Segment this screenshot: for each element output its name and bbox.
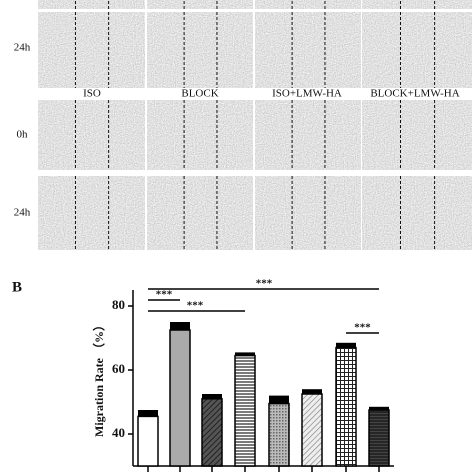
micrographs xyxy=(37,0,473,251)
micrograph xyxy=(37,0,146,10)
micrograph xyxy=(146,0,254,10)
error-cap xyxy=(336,342,356,348)
bar xyxy=(335,346,357,467)
significance-label: *** xyxy=(256,278,273,290)
column-label: ISO xyxy=(83,88,101,100)
error-cap xyxy=(138,410,158,417)
bar xyxy=(301,393,323,467)
y-tick-label: 60 xyxy=(112,361,125,376)
micrograph xyxy=(146,11,254,89)
error-cap xyxy=(269,395,289,404)
error-cap xyxy=(302,389,322,394)
panel-label: B xyxy=(12,279,22,295)
column-label: BLOCK+LMW-HA xyxy=(370,88,459,100)
micrograph xyxy=(146,175,254,251)
micrograph xyxy=(254,0,362,10)
significance-label: *** xyxy=(354,322,371,334)
bar xyxy=(201,398,223,467)
significance-label: *** xyxy=(187,300,204,312)
micrograph xyxy=(361,11,473,89)
bar xyxy=(169,329,191,467)
error-cap xyxy=(235,352,255,356)
error-cap xyxy=(202,394,222,399)
y-tick-label: 40 xyxy=(112,425,125,440)
row-label: 24h xyxy=(14,207,31,219)
micrograph xyxy=(37,175,146,251)
column-label: BLOCK xyxy=(181,88,218,100)
micrograph xyxy=(361,99,473,171)
micrograph xyxy=(361,175,473,251)
micrograph xyxy=(37,99,146,171)
micrograph xyxy=(254,175,362,251)
bar xyxy=(234,354,256,467)
micrograph xyxy=(37,11,146,89)
micrograph xyxy=(254,11,362,89)
error-cap xyxy=(170,322,190,330)
error-cap xyxy=(369,406,389,410)
micrograph xyxy=(146,99,254,171)
bar-chart: 40 60 80 *** *** *** *** xyxy=(112,278,394,472)
y-axis-label: Migration Rate （%） xyxy=(91,319,106,437)
row-label: 0h xyxy=(17,129,29,141)
column-label: ISO+LMW-HA xyxy=(272,88,342,100)
bar xyxy=(368,409,390,467)
significance-label: *** xyxy=(156,289,173,301)
bar xyxy=(137,415,159,467)
row-label: 24h xyxy=(14,42,31,54)
micrograph xyxy=(254,99,362,171)
micrograph xyxy=(361,0,473,10)
y-tick-label: 80 xyxy=(112,297,125,312)
bar xyxy=(268,402,290,467)
